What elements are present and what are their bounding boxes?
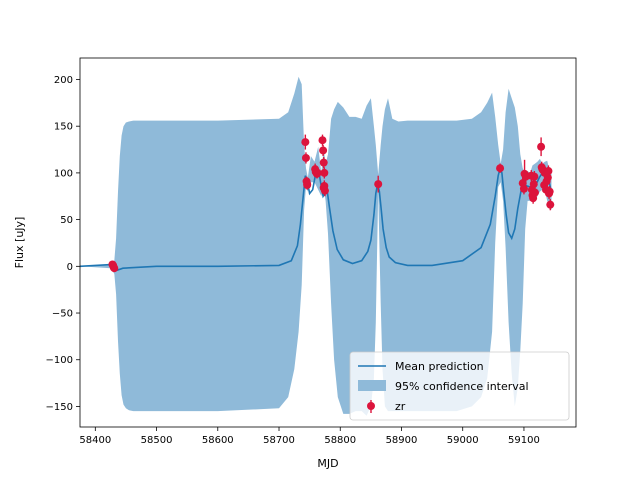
y-tick-label: 200 (54, 75, 73, 86)
data-point (301, 152, 310, 164)
x-tick-label: 58700 (263, 435, 295, 446)
data-point (303, 179, 312, 189)
point-marker (319, 146, 328, 155)
x-tick-label: 58600 (202, 435, 234, 446)
point-marker (544, 167, 553, 176)
point-marker (301, 153, 310, 162)
data-point (320, 167, 329, 179)
plot-area (80, 76, 555, 416)
y-tick-label: 150 (54, 122, 73, 133)
legend-label-zr: zr (395, 400, 406, 413)
point-marker (545, 187, 554, 196)
x-tick-label: 58900 (386, 435, 418, 446)
point-marker (301, 138, 310, 147)
x-tick-label: 59100 (508, 435, 540, 446)
point-marker (496, 164, 505, 173)
y-tick-label: 100 (54, 168, 73, 179)
point-marker (543, 173, 552, 182)
y-tick-label: −150 (46, 402, 73, 413)
confidence-band (80, 76, 552, 416)
point-marker (110, 264, 119, 273)
legend-box (349, 351, 570, 421)
data-point (496, 163, 505, 173)
point-marker (529, 180, 538, 189)
data-point (546, 199, 555, 211)
legend-label-mean: Mean prediction (395, 360, 484, 373)
data-point (537, 137, 546, 157)
data-point (301, 134, 310, 150)
plot-layer (80, 76, 555, 416)
x-tick-label: 59000 (447, 435, 479, 446)
point-marker (303, 180, 312, 189)
data-point (313, 168, 322, 178)
x-axis-label: MJD (317, 457, 338, 470)
data-point (318, 134, 327, 146)
legend-label-band: 95% confidence interval (395, 380, 529, 393)
data-point (110, 264, 119, 273)
data-point (545, 185, 554, 198)
mean-prediction-line (80, 165, 553, 271)
y-axis-label: Flux [uJy] (13, 217, 26, 269)
x-tick-label: 58400 (79, 435, 111, 446)
data-point (319, 182, 328, 194)
legend-swatch-point (367, 402, 375, 410)
point-marker (313, 168, 322, 177)
point-marker (530, 188, 539, 197)
data-point (319, 157, 328, 169)
data-point (319, 144, 328, 157)
x-tick-label: 58800 (324, 435, 356, 446)
data-point (374, 175, 383, 193)
axis-ticks: 58400 58500 58600 58700 58800 58900 59000 59100… (46, 75, 540, 446)
point-marker (519, 184, 528, 193)
x-tick-label: 58500 (141, 435, 173, 446)
data-point (530, 171, 539, 183)
y-tick-label: −100 (46, 355, 73, 366)
y-tick-label: 50 (60, 215, 73, 226)
point-marker (320, 168, 329, 177)
data-point (530, 186, 539, 199)
y-tick-label: −50 (52, 309, 73, 320)
data-point (544, 165, 553, 177)
legend: Mean prediction 95% confidence interval … (349, 351, 570, 421)
point-marker (537, 142, 546, 151)
point-marker (530, 172, 539, 181)
point-marker (318, 136, 327, 145)
y-tick-label: 0 (67, 262, 73, 273)
point-marker (319, 158, 328, 167)
plot-frame (79, 57, 577, 428)
point-marker (319, 183, 328, 192)
point-marker (374, 180, 383, 189)
legend-swatch-band (358, 380, 386, 391)
point-marker (546, 200, 555, 209)
